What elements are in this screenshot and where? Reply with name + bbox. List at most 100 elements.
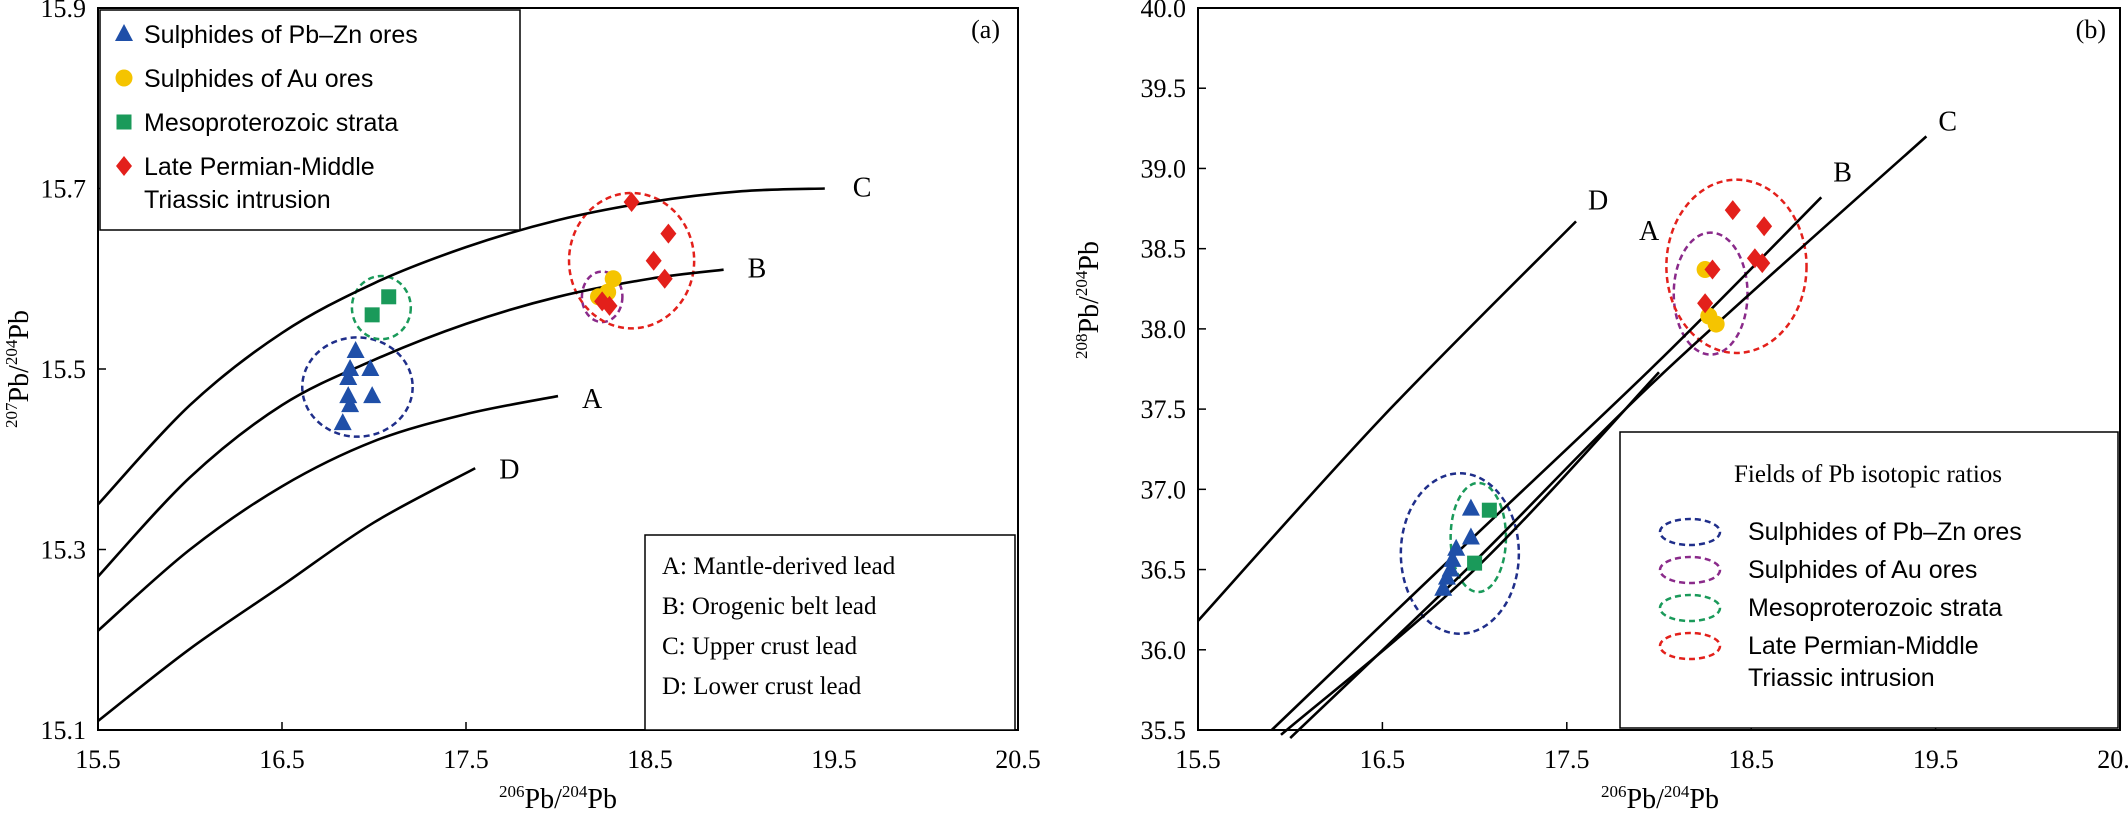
curve-d [1197, 220, 1577, 622]
y-tick-label: 36.0 [1141, 636, 1187, 665]
data-point-square [1481, 502, 1497, 518]
x-tick-label: 16.5 [1360, 745, 1406, 774]
y-tick-label: 38.0 [1141, 315, 1187, 344]
x-tick-label: 20.5 [995, 745, 1041, 774]
x-tick-label: 17.5 [443, 745, 489, 774]
curve-label-b: B [1833, 157, 1852, 188]
legend-label-b: Sulphides of Pb–Zn ores [1748, 518, 2022, 546]
data-point-triangle [341, 359, 360, 376]
field-ellipse [567, 191, 696, 330]
legend-field-swatch [1658, 631, 1722, 661]
y-tick-label: 15.9 [41, 0, 87, 23]
curve-a [1280, 371, 1660, 736]
curve-label-c: C [1938, 106, 1957, 137]
legend-label-a: Mesoproterozoic strata [144, 109, 398, 137]
data-point-triangle [1447, 538, 1466, 556]
panel-label-b: (b) [2076, 15, 2106, 44]
legend-label-a-line2: Triassic intrusion [144, 186, 331, 214]
legend-label-a: Sulphides of Pb–Zn ores [144, 21, 418, 49]
y-tick-label: 37.5 [1141, 395, 1187, 424]
legend-field-swatch [1658, 593, 1722, 623]
curve-b [97, 268, 724, 578]
data-point-triangle [339, 368, 358, 386]
x-axis-label-b: 206Pb/204Pb [1601, 782, 1719, 815]
plot-frame-b [1197, 7, 2121, 731]
data-point-diamond [1704, 259, 1721, 280]
key-orogenic-lead: B: Orogenic belt lead [662, 593, 877, 620]
curve-label-d: D [499, 454, 519, 485]
field-ellipse [1665, 178, 1808, 355]
legend-b: Fields of Pb isotopic ratios Sulphides o… [1619, 431, 2119, 729]
y-tick-label: 39.0 [1141, 154, 1187, 183]
data-point-triangle [1437, 567, 1456, 585]
x-tick-label: 18.5 [627, 745, 673, 774]
points-b [1434, 200, 1773, 596]
y-axis-label-a: 207Pb/204Pb [2, 310, 35, 428]
legend-marker-triangle [115, 24, 133, 41]
data-point-triangle [346, 340, 365, 358]
key-lower-crust-lead: D: Lower crust lead [662, 673, 862, 700]
curve-label-d: D [1588, 185, 1608, 216]
y-tick-label: 37.0 [1141, 475, 1187, 504]
field-ellipse [580, 270, 624, 324]
legend-label-b-line2: Triassic intrusion [1748, 664, 1935, 692]
panel-a: (a) 15.5 16.5 17.5 18.5 19.5 20.515.115.315.5… [2, 0, 1041, 815]
lead-key-box: A: Mantle-derived lead B: Orogenic belt … [644, 534, 1016, 731]
x-tick-label: 15.5 [75, 745, 121, 774]
data-point-diamond [1754, 253, 1771, 274]
data-point-square [1467, 555, 1483, 571]
y-tick-label: 39.5 [1141, 74, 1187, 103]
data-point-diamond [645, 250, 662, 271]
curve-label-c: C [853, 173, 872, 204]
data-point-diamond [601, 295, 618, 316]
x-tick-label: 18.5 [1728, 745, 1774, 774]
panel-label-a: (a) [971, 15, 1000, 44]
x-tick-label: 17.5 [1544, 745, 1590, 774]
data-point-triangle [341, 395, 360, 413]
curves-b: D B C A [1197, 106, 1957, 739]
legend-label-b: Sulphides of Au ores [1748, 556, 1977, 584]
key-upper-crust-lead: C: Upper crust lead [662, 633, 858, 660]
data-point-diamond [1756, 216, 1773, 237]
legend-marker-circle [115, 69, 133, 87]
legend-field-swatch [1658, 555, 1722, 585]
legend-label-b: Mesoproterozoic strata [1748, 594, 2002, 622]
field-ellipse [300, 336, 414, 438]
data-point-triangle [361, 359, 380, 376]
data-point-circle [1707, 315, 1725, 333]
curve-label-a: A [1639, 216, 1660, 247]
data-point-square [381, 289, 397, 305]
y-axis-label-b: 208Pb/204Pb [1072, 241, 1105, 359]
y-tick-label: 15.7 [41, 175, 87, 204]
curve-c [97, 187, 825, 506]
data-point-triangle [333, 413, 352, 431]
data-point-triangle [363, 386, 382, 404]
y-tick-label: 35.5 [1141, 716, 1187, 745]
legend-box-b [1619, 431, 2119, 729]
field-ellipse [1672, 231, 1749, 356]
axis-ticks-a: 15.5 16.5 17.5 18.5 19.5 20.5 15.1 15.3 15.5 15.7… [41, 0, 1041, 774]
legend-label-a: Late Permian-Middle [144, 153, 375, 181]
y-tick-label: 15.1 [41, 716, 87, 745]
key-mantle-lead: A: Mantle-derived lead [662, 553, 896, 580]
curve-a [97, 394, 559, 632]
data-point-diamond [656, 268, 673, 289]
data-point-circle [604, 270, 622, 288]
y-tick-label: 15.5 [41, 355, 87, 384]
curve-label-a: A [582, 384, 603, 415]
legend-field-swatch [1658, 517, 1722, 547]
curves-a: C B A D [97, 173, 872, 722]
data-point-triangle [339, 386, 358, 404]
legend-label-b: Late Permian-Middle [1748, 632, 1979, 660]
y-tick-label: 36.5 [1141, 556, 1187, 585]
data-point-triangle [1461, 527, 1480, 545]
y-tick-label: 40.0 [1141, 0, 1187, 23]
curve-label-b: B [748, 254, 767, 285]
curve-d [97, 467, 476, 722]
legend-b-items: Sulphides of Pb–Zn ores Sulphides of Au o… [1658, 517, 2022, 692]
y-tick-label: 15.3 [41, 536, 87, 565]
y-tick-label: 38.5 [1141, 235, 1187, 264]
lead-key-frame [644, 534, 1016, 731]
legend-a: Sulphides of Pb–Zn ores Sulphides of Au o… [99, 9, 521, 231]
